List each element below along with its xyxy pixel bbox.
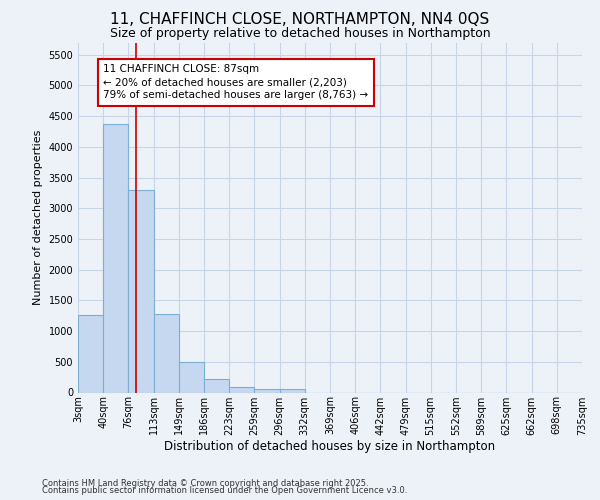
Bar [128, 190, 154, 392]
Bar [254, 388, 280, 392]
Text: Size of property relative to detached houses in Northampton: Size of property relative to detached ho… [110, 28, 490, 40]
Bar [204, 379, 229, 392]
Bar [103, 124, 128, 392]
Y-axis label: Number of detached properties: Number of detached properties [33, 130, 43, 305]
Text: 11, CHAFFINCH CLOSE, NORTHAMPTON, NN4 0QS: 11, CHAFFINCH CLOSE, NORTHAMPTON, NN4 0Q… [110, 12, 490, 28]
Bar [280, 390, 305, 392]
Text: 11 CHAFFINCH CLOSE: 87sqm
← 20% of detached houses are smaller (2,203)
79% of se: 11 CHAFFINCH CLOSE: 87sqm ← 20% of detac… [103, 64, 368, 100]
Text: Contains public sector information licensed under the Open Government Licence v3: Contains public sector information licen… [42, 486, 407, 495]
Bar [78, 314, 103, 392]
Text: Contains HM Land Registry data © Crown copyright and database right 2025.: Contains HM Land Registry data © Crown c… [42, 478, 368, 488]
Bar [229, 387, 254, 392]
X-axis label: Distribution of detached houses by size in Northampton: Distribution of detached houses by size … [164, 440, 496, 454]
Bar [179, 362, 204, 392]
Bar [154, 314, 179, 392]
